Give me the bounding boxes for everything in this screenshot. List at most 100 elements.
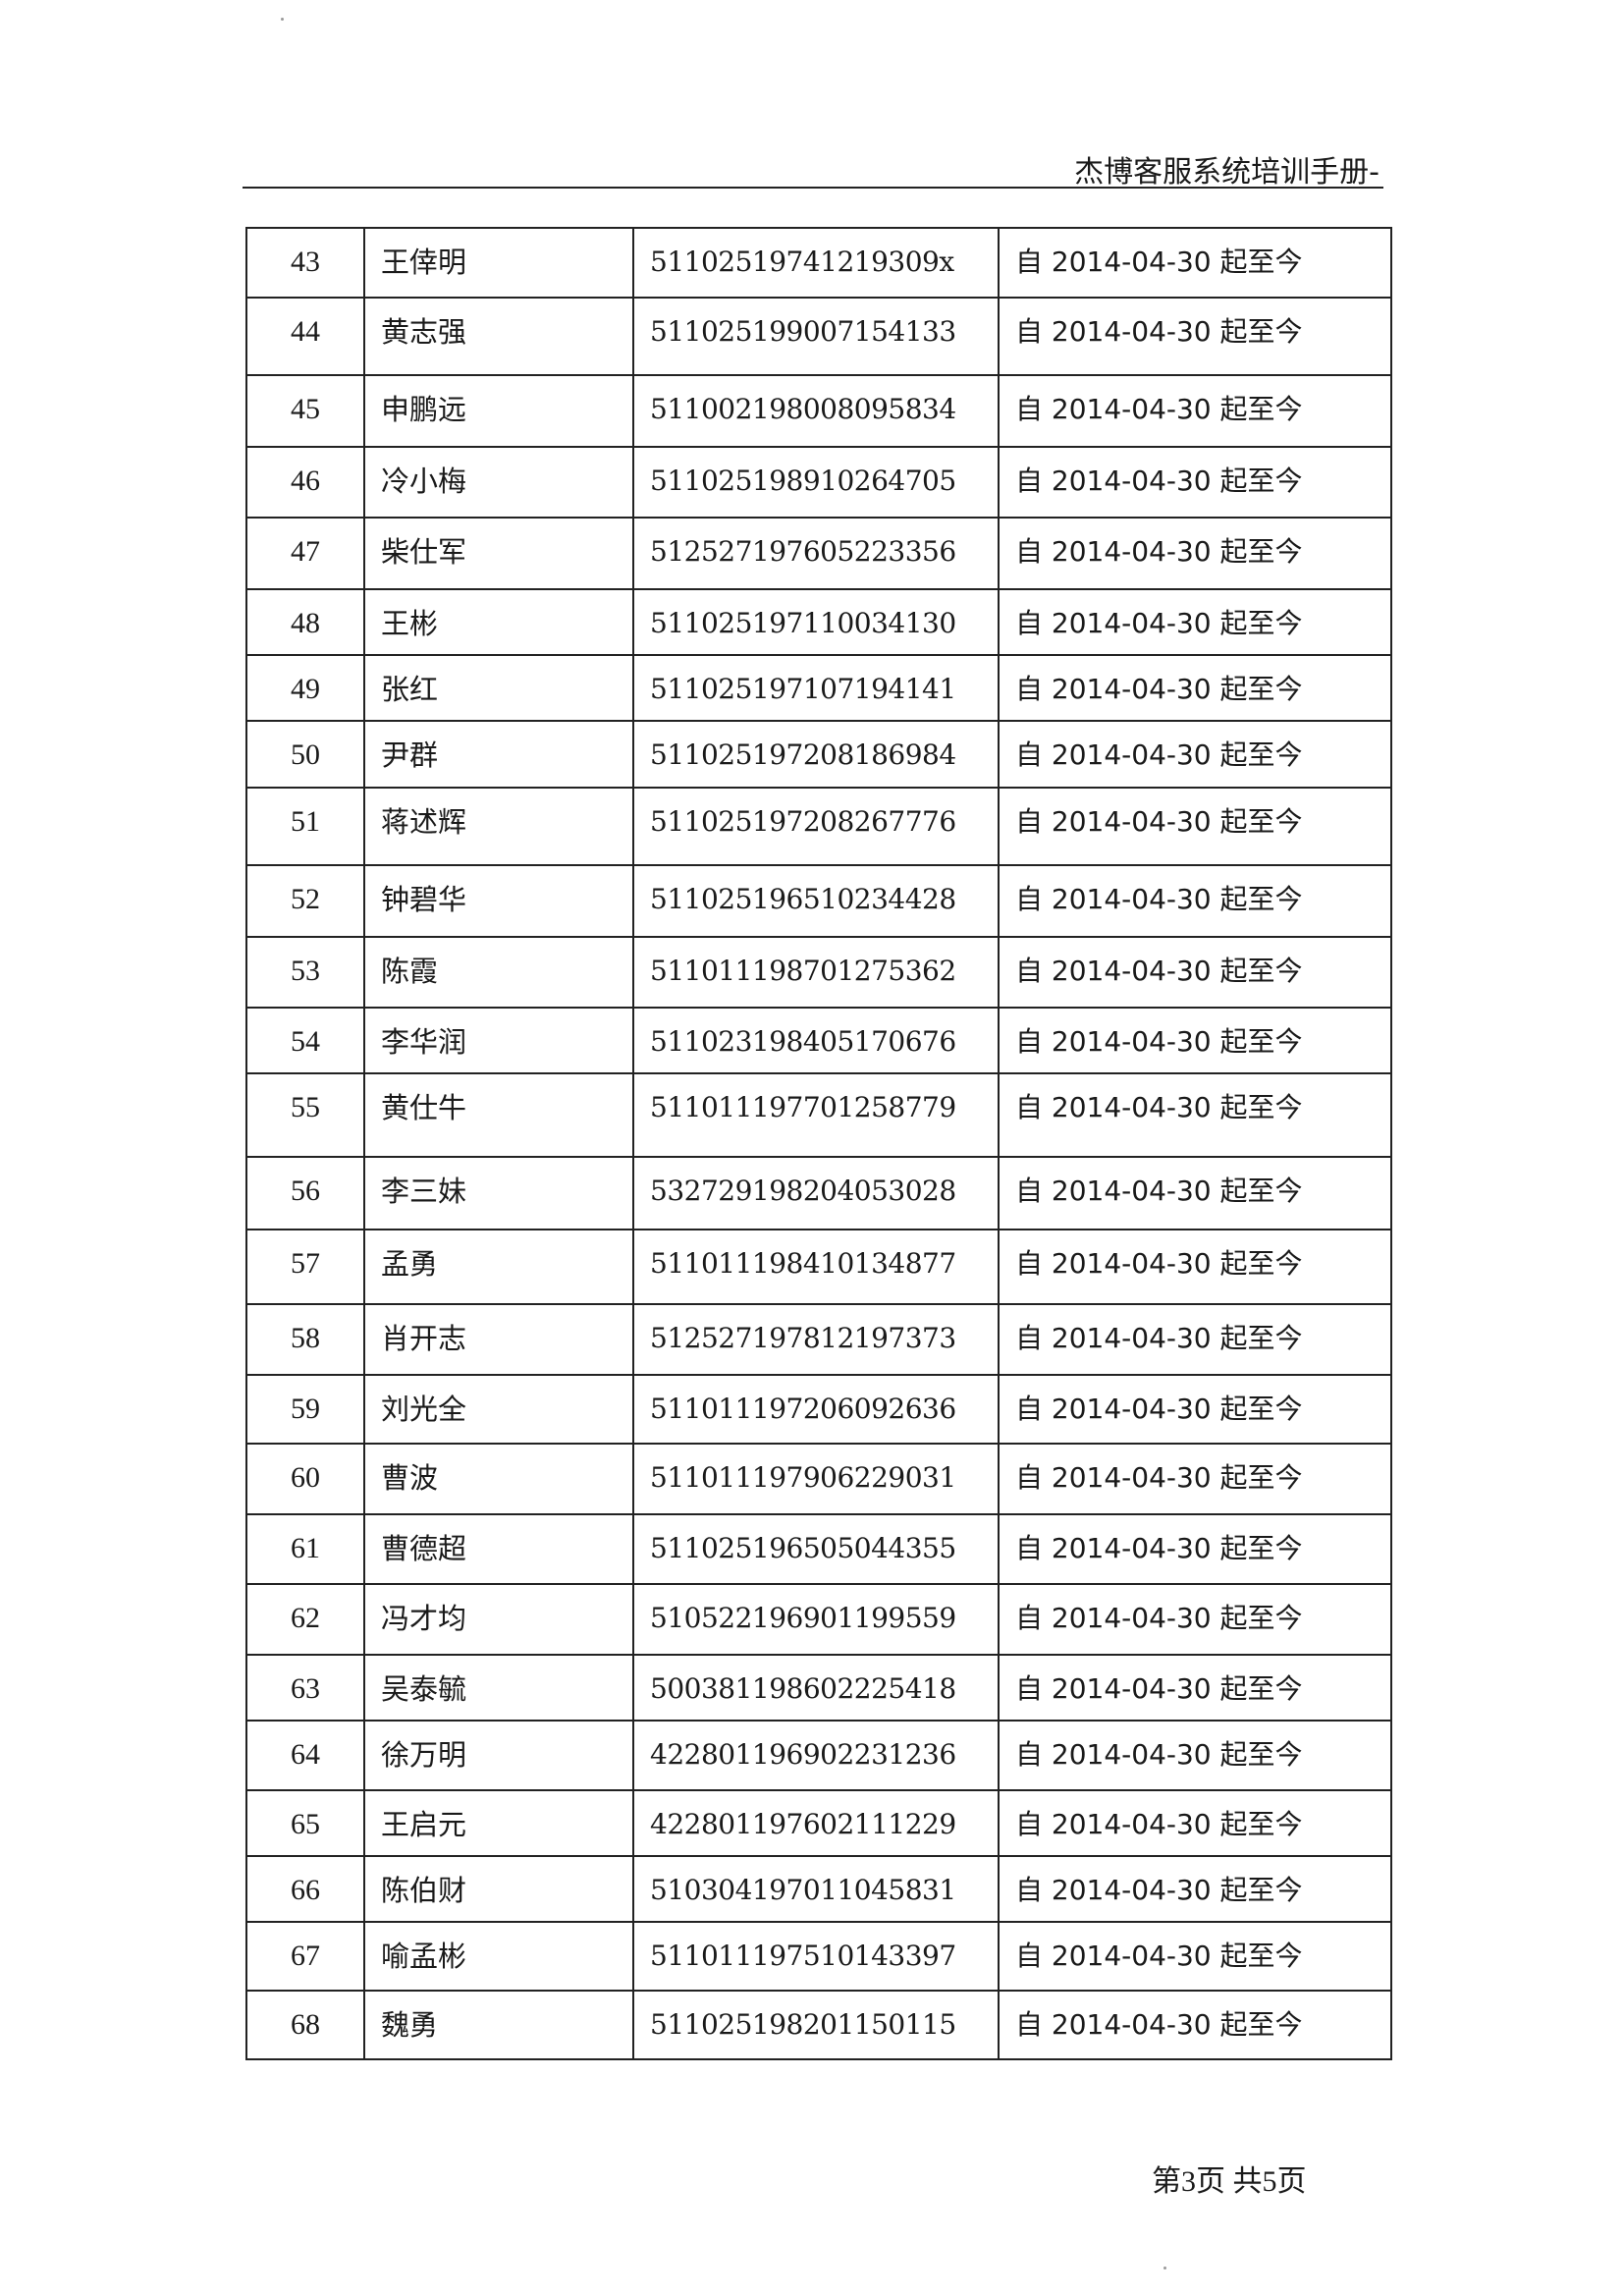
row-number-cell: 61 [245,1513,365,1585]
scan-speck [1163,2267,1166,2269]
row-number-cell: 50 [245,720,365,789]
id-number-cell: 511011197906229031 [632,1443,1000,1515]
period-cell: 自 2014-04-30 起至今 [998,1072,1392,1158]
id-number-cell: 510522196901199559 [632,1583,1000,1656]
table-row: 44 黄志强 511025199007154133 自 2014-04-30 起至今 [245,297,1392,376]
id-number-cell: 511025199007154133 [632,297,1000,376]
page-number: 第3页 共5页 [1152,2165,1307,2198]
person-name-cell: 黄志强 [363,297,634,376]
row-number-cell: 65 [245,1789,365,1857]
id-number-cell: 511011197701258779 [632,1072,1000,1158]
id-number-cell: 511025198201150115 [632,1990,1000,2060]
person-name-cell: 孟勇 [363,1229,634,1305]
id-number-cell: 511025197208267776 [632,787,1000,866]
document-header-title: 杰博客服系统培训手册- [1074,155,1380,190]
personnel-table: 43 王倖明 51102519741219309x 自 2014-04-30 起至今 4… [245,227,1392,2060]
table-row: 56 李三妹 532729198204053028 自 2014-04-30 起至今 [245,1156,1392,1230]
row-number-cell: 44 [245,297,365,376]
period-cell: 自 2014-04-30 起至今 [998,1156,1392,1230]
id-number-cell: 511025196510234428 [632,864,1000,938]
table-row: 47 柴仕军 512527197605223356 自 2014-04-30 起至今 [245,517,1392,590]
table-row: 58 肖开志 512527197812197373 自 2014-04-30 起至今 [245,1303,1392,1376]
scan-speck [281,18,284,21]
person-name-cell: 陈伯财 [363,1855,634,1923]
person-name-cell: 冯才均 [363,1583,634,1656]
table-row: 52 钟碧华 511025196510234428 自 2014-04-30 起至今 [245,864,1392,938]
period-cell: 自 2014-04-30 起至今 [998,1654,1392,1722]
table-body: 43 王倖明 51102519741219309x 自 2014-04-30 起至今 4… [245,227,1392,2060]
id-number-cell: 532729198204053028 [632,1156,1000,1230]
row-number-cell: 49 [245,654,365,722]
period-cell: 自 2014-04-30 起至今 [998,1720,1392,1791]
table-row: 53 陈霞 511011198701275362 自 2014-04-30 起至今 [245,936,1392,1009]
table-row: 45 申鹏远 511002198008095834 自 2014-04-30 起至今 [245,374,1392,448]
table-row: 59 刘光全 511011197206092636 自 2014-04-30 起至今 [245,1374,1392,1445]
row-number-cell: 68 [245,1990,365,2060]
table-row: 62 冯才均 510522196901199559 自 2014-04-30 起至今 [245,1583,1392,1656]
id-number-cell: 511011197206092636 [632,1374,1000,1445]
row-number-cell: 56 [245,1156,365,1230]
table-row: 65 王启元 422801197602111229 自 2014-04-30 起至今 [245,1789,1392,1857]
person-name-cell: 张红 [363,654,634,722]
table-row: 64 徐万明 422801196902231236 自 2014-04-30 起至今 [245,1720,1392,1791]
period-cell: 自 2014-04-30 起至今 [998,1789,1392,1857]
person-name-cell: 喻孟彬 [363,1921,634,1992]
period-cell: 自 2014-04-30 起至今 [998,1229,1392,1305]
table-row: 46 冷小梅 511025198910264705 自 2014-04-30 起至今 [245,446,1392,519]
row-number-cell: 63 [245,1654,365,1722]
table-row: 55 黄仕牛 511011197701258779 自 2014-04-30 起至今 [245,1072,1392,1158]
period-cell: 自 2014-04-30 起至今 [998,446,1392,519]
period-cell: 自 2014-04-30 起至今 [998,720,1392,789]
table-row: 57 孟勇 511011198410134877 自 2014-04-30 起至今 [245,1229,1392,1305]
table-row: 67 喻孟彬 511011197510143397 自 2014-04-30 起至今 [245,1921,1392,1992]
person-name-cell: 肖开志 [363,1303,634,1376]
row-number-cell: 57 [245,1229,365,1305]
id-number-cell: 512527197605223356 [632,517,1000,590]
period-cell: 自 2014-04-30 起至今 [998,1443,1392,1515]
person-name-cell: 吴泰毓 [363,1654,634,1722]
row-number-cell: 55 [245,1072,365,1158]
id-number-cell: 511025197107194141 [632,654,1000,722]
table-row: 48 王彬 511025197110034130 自 2014-04-30 起至今 [245,588,1392,656]
row-number-cell: 59 [245,1374,365,1445]
row-number-cell: 66 [245,1855,365,1923]
person-name-cell: 刘光全 [363,1374,634,1445]
period-cell: 自 2014-04-30 起至今 [998,1583,1392,1656]
table-row: 60 曹波 511011197906229031 自 2014-04-30 起至今 [245,1443,1392,1515]
id-number-cell: 511025197208186984 [632,720,1000,789]
person-name-cell: 冷小梅 [363,446,634,519]
id-number-cell: 422801196902231236 [632,1720,1000,1791]
period-cell: 自 2014-04-30 起至今 [998,588,1392,656]
id-number-cell: 511025197110034130 [632,588,1000,656]
id-number-cell: 511025198910264705 [632,446,1000,519]
id-number-cell: 422801197602111229 [632,1789,1000,1857]
person-name-cell: 柴仕军 [363,517,634,590]
id-number-cell: 511011198701275362 [632,936,1000,1009]
id-number-cell: 511023198405170676 [632,1007,1000,1074]
row-number-cell: 64 [245,1720,365,1791]
person-name-cell: 申鹏远 [363,374,634,448]
id-number-cell: 511011198410134877 [632,1229,1000,1305]
person-name-cell: 钟碧华 [363,864,634,938]
person-name-cell: 魏勇 [363,1990,634,2060]
id-number-cell: 511011197510143397 [632,1921,1000,1992]
id-number-cell: 511025196505044355 [632,1513,1000,1585]
person-name-cell: 王启元 [363,1789,634,1857]
table-row: 54 李华润 511023198405170676 自 2014-04-30 起至今 [245,1007,1392,1074]
period-cell: 自 2014-04-30 起至今 [998,227,1392,299]
table-row: 43 王倖明 51102519741219309x 自 2014-04-30 起至今 [245,227,1392,299]
table-row: 49 张红 511025197107194141 自 2014-04-30 起至今 [245,654,1392,722]
row-number-cell: 52 [245,864,365,938]
table-row: 68 魏勇 511025198201150115 自 2014-04-30 起至今 [245,1990,1392,2060]
row-number-cell: 48 [245,588,365,656]
person-name-cell: 蒋述辉 [363,787,634,866]
person-name-cell: 李三妹 [363,1156,634,1230]
period-cell: 自 2014-04-30 起至今 [998,1374,1392,1445]
row-number-cell: 51 [245,787,365,866]
period-cell: 自 2014-04-30 起至今 [998,654,1392,722]
row-number-cell: 45 [245,374,365,448]
period-cell: 自 2014-04-30 起至今 [998,1007,1392,1074]
period-cell: 自 2014-04-30 起至今 [998,1921,1392,1992]
row-number-cell: 60 [245,1443,365,1515]
period-cell: 自 2014-04-30 起至今 [998,787,1392,866]
